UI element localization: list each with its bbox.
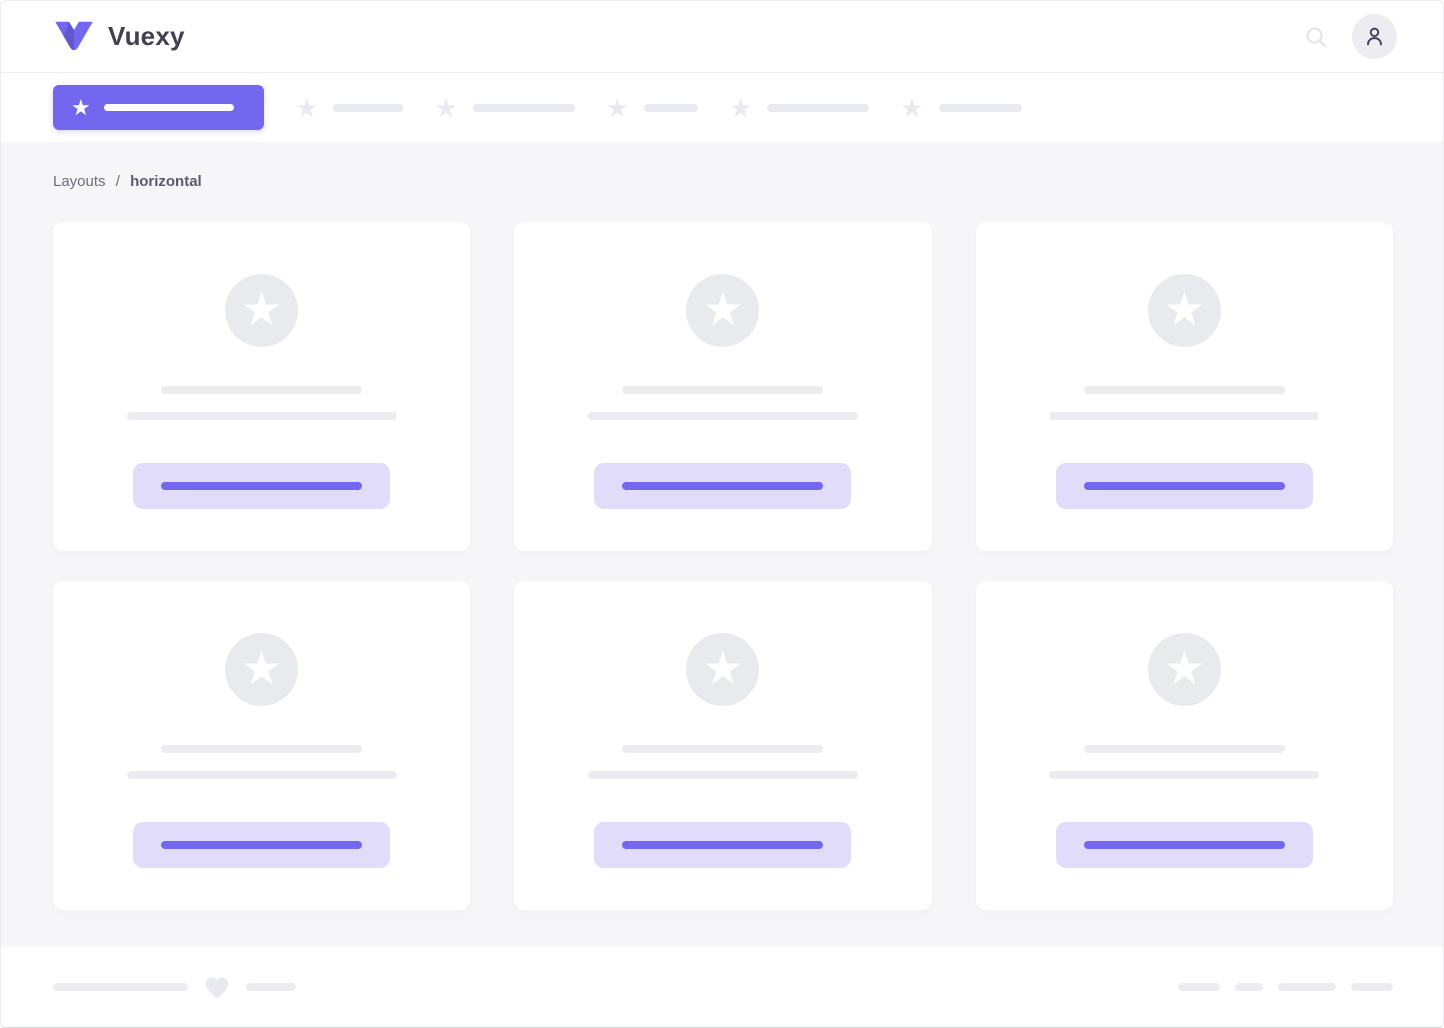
nav-item-active[interactable]: ★ [53,85,264,130]
card-image-placeholder: ★ [1147,274,1221,347]
footer-left [53,974,296,1001]
brand[interactable]: Vuexy [53,20,185,54]
card-title-placeholder [161,386,363,394]
card-action-button[interactable] [133,822,391,868]
vuexy-logo-icon [55,21,93,50]
star-icon: ★ [71,94,91,120]
nav-item[interactable]: ★ [434,92,575,123]
star-icon: ★ [728,92,753,123]
brand-name: Vuexy [108,21,185,51]
card: ★ [975,581,1393,910]
button-label-placeholder [1083,482,1285,490]
card-text-placeholder [1049,412,1320,420]
button-label-placeholder [1083,841,1285,849]
card-text-placeholder [587,771,858,779]
card-text-placeholder [587,412,858,420]
star-icon: ★ [702,282,744,335]
user-icon [1367,27,1382,46]
button-label-placeholder [622,841,824,849]
nav-item[interactable]: ★ [728,92,870,123]
card: ★ [514,222,932,551]
button-label-placeholder [622,482,824,490]
footer-text-placeholder [53,983,188,991]
footer-link-placeholder[interactable] [1351,983,1393,991]
button-label-placeholder [161,482,363,490]
card-text-placeholder [126,771,397,779]
card-title-placeholder [1083,386,1285,394]
star-icon: ★ [605,92,629,123]
breadcrumb: Layouts / horizontal [53,172,1393,192]
card: ★ [53,222,471,551]
footer-text-placeholder [246,983,296,991]
nav-label-placeholder [472,103,575,112]
card-image-placeholder: ★ [225,274,299,347]
heart-icon [203,974,231,1001]
star-icon: ★ [295,92,319,123]
star-icon: ★ [1163,641,1205,694]
star-icon: ★ [1163,282,1205,335]
footer-links [1178,983,1393,991]
breadcrumb-current: horizontal [130,173,202,190]
card-text-placeholder [1049,771,1320,779]
card-image-placeholder: ★ [686,274,760,347]
card-title-placeholder [161,745,363,753]
nav-label-placeholder [938,103,1022,112]
footer-link-placeholder[interactable] [1235,983,1263,991]
card-image-placeholder: ★ [686,633,760,706]
star-icon: ★ [241,282,283,335]
nav-item[interactable]: ★ [606,95,698,121]
nav-label-placeholder [643,103,698,112]
app-footer [1,947,1443,1027]
content-area: Layouts / horizontal ★ ★ ★ [1,142,1443,947]
card-action-button[interactable] [1055,822,1313,868]
footer-link-placeholder[interactable] [1278,983,1336,991]
star-icon: ★ [900,92,924,123]
card-action-button[interactable] [1055,463,1313,509]
star-icon: ★ [241,641,283,694]
nav-label-placeholder [103,104,234,111]
search-icon[interactable] [1305,26,1327,48]
card-action-button[interactable] [594,822,852,868]
card-title-placeholder [1083,745,1285,753]
user-avatar[interactable] [1352,14,1397,59]
card: ★ [53,581,471,910]
nav-label-placeholder [767,103,870,112]
footer-link-placeholder[interactable] [1178,983,1220,991]
header-actions [1305,14,1397,59]
card-image-placeholder: ★ [225,633,299,706]
button-label-placeholder [161,841,363,849]
nav-label-placeholder [333,103,404,112]
breadcrumb-section[interactable]: Layouts [53,173,106,190]
card-grid: ★ ★ ★ ★ [53,222,1393,910]
card-action-button[interactable] [133,463,391,509]
card: ★ [975,222,1393,551]
card-title-placeholder [622,745,824,753]
card-title-placeholder [622,386,824,394]
star-icon: ★ [434,92,458,123]
card-text-placeholder [126,412,397,420]
star-icon: ★ [702,641,744,694]
breadcrumb-separator: / [115,173,120,190]
card-image-placeholder: ★ [1147,633,1221,706]
horizontal-navbar: ★ ★ ★ ★ ★ ★ [1,73,1443,142]
app-header: Vuexy [1,1,1443,73]
card: ★ [514,581,932,910]
card-action-button[interactable] [594,463,852,509]
nav-item[interactable]: ★ [900,92,1022,123]
nav-item[interactable]: ★ [295,92,404,123]
